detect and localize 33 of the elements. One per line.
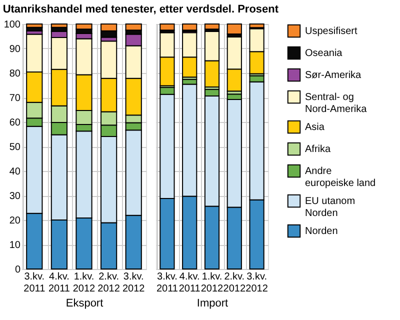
y-tick-label: 50 [9, 142, 21, 153]
y-tick-label: 0 [14, 264, 21, 276]
chart-title: Utanrikshandel med tenester, etter verdsdel. Prosent [2, 4, 279, 16]
y-tick-label: 70 [9, 93, 21, 104]
y-tick-label: 90 [9, 44, 21, 55]
y-tick-label: 10 [9, 240, 21, 251]
x-tick-label: 3.kv. 2012 [122, 272, 146, 294]
legend-label: Norden [305, 226, 338, 237]
x-tick-label: 3.kv. 2011 [156, 272, 178, 294]
y-tick-label: 40 [9, 166, 21, 178]
x-tick-label: 2.kv. 2012 [223, 272, 246, 294]
x-tick-label: 3.kv. 2011 [24, 272, 46, 294]
legend-label: Uspesifisert [305, 26, 358, 37]
x-axis-title: Import [196, 298, 228, 310]
legend-label: Afrika [305, 144, 331, 155]
legend-label: Andre europeiske land [305, 166, 376, 189]
y-tick-label: 30 [9, 191, 21, 202]
y-tick-label: 20 [9, 216, 21, 226]
y-tick-label: 80 [9, 68, 21, 80]
x-tick-label: 1.kv. 2012 [200, 272, 224, 294]
legend-label: Sør-Amerika [305, 70, 362, 81]
x-tick-label: 2.kv. 2012 [98, 272, 120, 294]
x-tick-label: 3.kv. 2012 [246, 272, 268, 294]
x-tick-label: 4.kv. 2011 [178, 272, 201, 294]
x-tick-label: 1.kv. 2012 [72, 272, 96, 294]
legend-label: Sentral- og Nord-Amerika [305, 92, 368, 115]
legend-label: Oseania [305, 48, 343, 59]
x-tick-label: 4.kv. 2011 [48, 272, 70, 294]
legend-label: EU utanom Norden [305, 196, 356, 219]
y-tick-label: 60 [9, 118, 21, 128]
legend-label: Asia [305, 122, 325, 133]
y-tick-label: 100 [4, 20, 21, 30]
x-axis-title: Eksport [66, 298, 104, 310]
